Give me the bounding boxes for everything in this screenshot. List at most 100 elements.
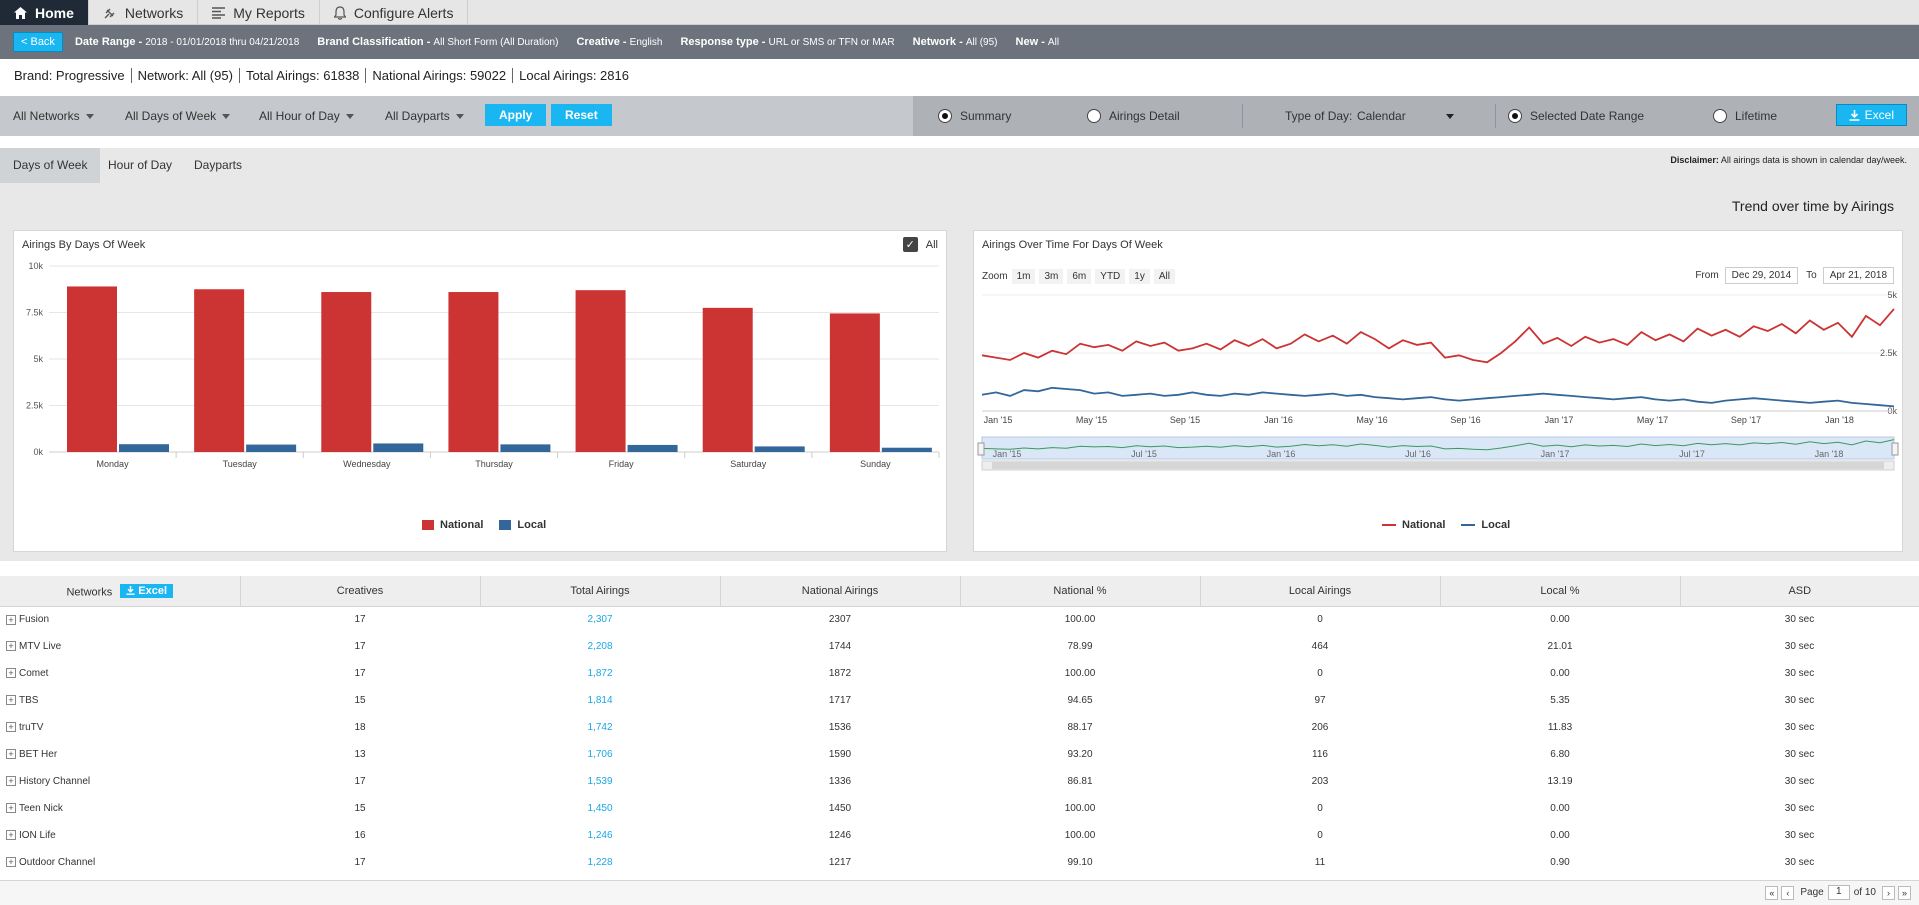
expand-icon[interactable]: + xyxy=(6,803,16,814)
first-page-button[interactable]: « xyxy=(1765,885,1779,900)
networks-dropdown[interactable]: All Networks xyxy=(13,109,94,123)
zoom-1y-button[interactable]: 1y xyxy=(1129,269,1150,284)
cell-total-airings[interactable]: 1,814 xyxy=(587,695,613,706)
bar-national[interactable] xyxy=(321,292,372,452)
cell-total-airings[interactable]: 1,539 xyxy=(587,776,613,787)
zoom-ytd-button[interactable]: YTD xyxy=(1095,269,1126,284)
tab-networks[interactable]: Networks xyxy=(89,0,199,25)
cell-total-airings[interactable]: 2,208 xyxy=(587,641,613,652)
zoom-6m-button[interactable]: 6m xyxy=(1067,269,1092,284)
page-input[interactable]: 1 xyxy=(1827,885,1850,900)
tab-home[interactable]: Home xyxy=(0,0,89,25)
from-date-input[interactable]: Dec 29, 2014 xyxy=(1724,267,1799,284)
series-line-local[interactable] xyxy=(981,386,1895,408)
table-row[interactable]: + Comet 17 1,872 1872 100.00 0 0.00 30 sec xyxy=(0,660,1919,687)
expand-icon[interactable]: + xyxy=(6,614,16,625)
prev-page-button[interactable]: ‹ xyxy=(1781,885,1795,900)
cell-total-airings[interactable]: 1,246 xyxy=(587,830,613,841)
hours-dropdown[interactable]: All Hour of Day xyxy=(259,109,354,123)
bar-local[interactable] xyxy=(246,444,297,452)
selected-date-range-radio[interactable]: Selected Date Range xyxy=(1508,109,1644,123)
navigator-scrollbar-thumb[interactable] xyxy=(992,462,1884,469)
legend-local[interactable]: Local xyxy=(499,519,546,531)
apply-button[interactable]: Apply xyxy=(485,104,547,126)
expand-icon[interactable]: + xyxy=(6,722,16,733)
bar-local[interactable] xyxy=(754,446,805,452)
col-asd[interactable]: ASD xyxy=(1680,576,1919,607)
tab-my-reports[interactable]: My Reports xyxy=(198,0,320,25)
tab-hour-of-day[interactable]: Hour of Day xyxy=(108,158,173,172)
series-line-national[interactable] xyxy=(981,308,1895,364)
bar-local[interactable] xyxy=(373,443,424,452)
expand-icon[interactable]: + xyxy=(6,641,16,652)
filter-network[interactable]: Network - All (95) xyxy=(913,36,998,48)
filter-date-range[interactable]: Date Range - 2018 - 01/01/2018 thru 04/2… xyxy=(75,36,299,48)
excel-export-button[interactable]: Excel xyxy=(1835,104,1907,126)
navigator-selection[interactable] xyxy=(981,436,1895,460)
lifetime-radio[interactable]: Lifetime xyxy=(1713,109,1777,123)
table-row[interactable]: + truTV 18 1,742 1536 88.17 206 11.83 30 sec xyxy=(0,714,1919,741)
expand-icon[interactable]: + xyxy=(6,776,16,787)
table-row[interactable]: + Fusion 17 2,307 2307 100.00 0 0.00 30 sec xyxy=(0,606,1919,633)
cell-total-airings[interactable]: 1,742 xyxy=(587,722,613,733)
bar-national[interactable] xyxy=(702,307,753,452)
expand-icon[interactable]: + xyxy=(6,857,16,868)
tab-configure-alerts[interactable]: Configure Alerts xyxy=(320,0,469,25)
all-checkbox[interactable]: ✓ All xyxy=(902,237,938,252)
legend-national[interactable]: National xyxy=(422,519,483,531)
col-total-airings[interactable]: Total Airings xyxy=(480,576,721,607)
col-national-airings[interactable]: National Airings xyxy=(720,576,961,607)
zoom-all-button[interactable]: All xyxy=(1153,269,1175,284)
filter-response-type[interactable]: Response type - URL or SMS or TFN or MAR xyxy=(680,36,894,48)
cell-total-airings[interactable]: 1,872 xyxy=(587,668,613,679)
expand-icon[interactable]: + xyxy=(6,695,16,706)
navigator-handle-right[interactable] xyxy=(1891,442,1899,456)
expand-icon[interactable]: + xyxy=(6,668,16,679)
col-local-airings[interactable]: Local Airings xyxy=(1200,576,1441,607)
bar-local[interactable] xyxy=(500,444,551,452)
col-networks[interactable]: Networks Excel xyxy=(0,576,241,607)
to-date-input[interactable]: Apr 21, 2018 xyxy=(1822,267,1894,284)
bar-national[interactable] xyxy=(829,313,880,452)
cell-total-airings[interactable]: 1,228 xyxy=(587,857,613,868)
dayparts-dropdown[interactable]: All Dayparts xyxy=(385,109,464,123)
table-excel-button[interactable]: Excel xyxy=(120,583,174,598)
bar-national[interactable] xyxy=(67,286,117,452)
summary-radio[interactable]: Summary xyxy=(938,109,1011,123)
table-row[interactable]: + History Channel 17 1,539 1336 86.81 203 13.19… xyxy=(0,768,1919,795)
table-row[interactable]: + BET Her 13 1,706 1590 93.20 116 6.80 30 sec xyxy=(0,741,1919,768)
airings-detail-radio[interactable]: Airings Detail xyxy=(1087,109,1180,123)
bar-local[interactable] xyxy=(119,444,169,452)
reset-button[interactable]: Reset xyxy=(551,104,612,126)
cell-total-airings[interactable]: 1,450 xyxy=(587,803,613,814)
bar-national[interactable] xyxy=(194,289,245,452)
type-of-day-dropdown[interactable]: Calendar xyxy=(1357,109,1454,123)
zoom-3m-button[interactable]: 3m xyxy=(1039,269,1064,284)
filter-brand-classification[interactable]: Brand Classification - All Short Form (A… xyxy=(317,36,558,48)
bar-local[interactable] xyxy=(627,444,678,452)
days-dropdown[interactable]: All Days of Week xyxy=(125,109,231,123)
table-row[interactable]: + TBS 15 1,814 1717 94.65 97 5.35 30 sec xyxy=(0,687,1919,714)
col-creatives[interactable]: Creatives xyxy=(240,576,481,607)
filter-new[interactable]: New - All xyxy=(1016,36,1060,48)
expand-icon[interactable]: + xyxy=(6,830,16,841)
next-page-button[interactable]: › xyxy=(1882,885,1895,900)
legend-national[interactable]: National xyxy=(1382,519,1445,531)
table-row[interactable]: + Teen Nick 15 1,450 1450 100.00 0 0.00 30 sec xyxy=(0,795,1919,822)
tab-dayparts[interactable]: Dayparts xyxy=(194,158,243,172)
table-row[interactable]: + MTV Live 17 2,208 1744 78.99 464 21.01 30 sec xyxy=(0,633,1919,660)
legend-local[interactable]: Local xyxy=(1461,519,1510,531)
filter-creative[interactable]: Creative - English xyxy=(576,36,662,48)
last-page-button[interactable]: » xyxy=(1898,885,1911,900)
table-row[interactable]: + ION Life 16 1,246 1246 100.00 0 0.00 30 sec xyxy=(0,822,1919,849)
cell-total-airings[interactable]: 1,706 xyxy=(587,749,613,760)
cell-total-airings[interactable]: 2,307 xyxy=(587,614,613,626)
bar-national[interactable] xyxy=(448,292,499,452)
zoom-1m-button[interactable]: 1m xyxy=(1011,269,1036,284)
col-local-pct[interactable]: Local % xyxy=(1440,576,1681,607)
table-row[interactable]: + Outdoor Channel 17 1,228 1217 99.10 11 0.90 30… xyxy=(0,849,1919,876)
tab-days-of-week[interactable]: Days of Week xyxy=(0,148,101,183)
back-button[interactable]: < Back xyxy=(13,32,63,52)
bar-national[interactable] xyxy=(575,290,626,452)
col-national-pct[interactable]: National % xyxy=(960,576,1201,607)
